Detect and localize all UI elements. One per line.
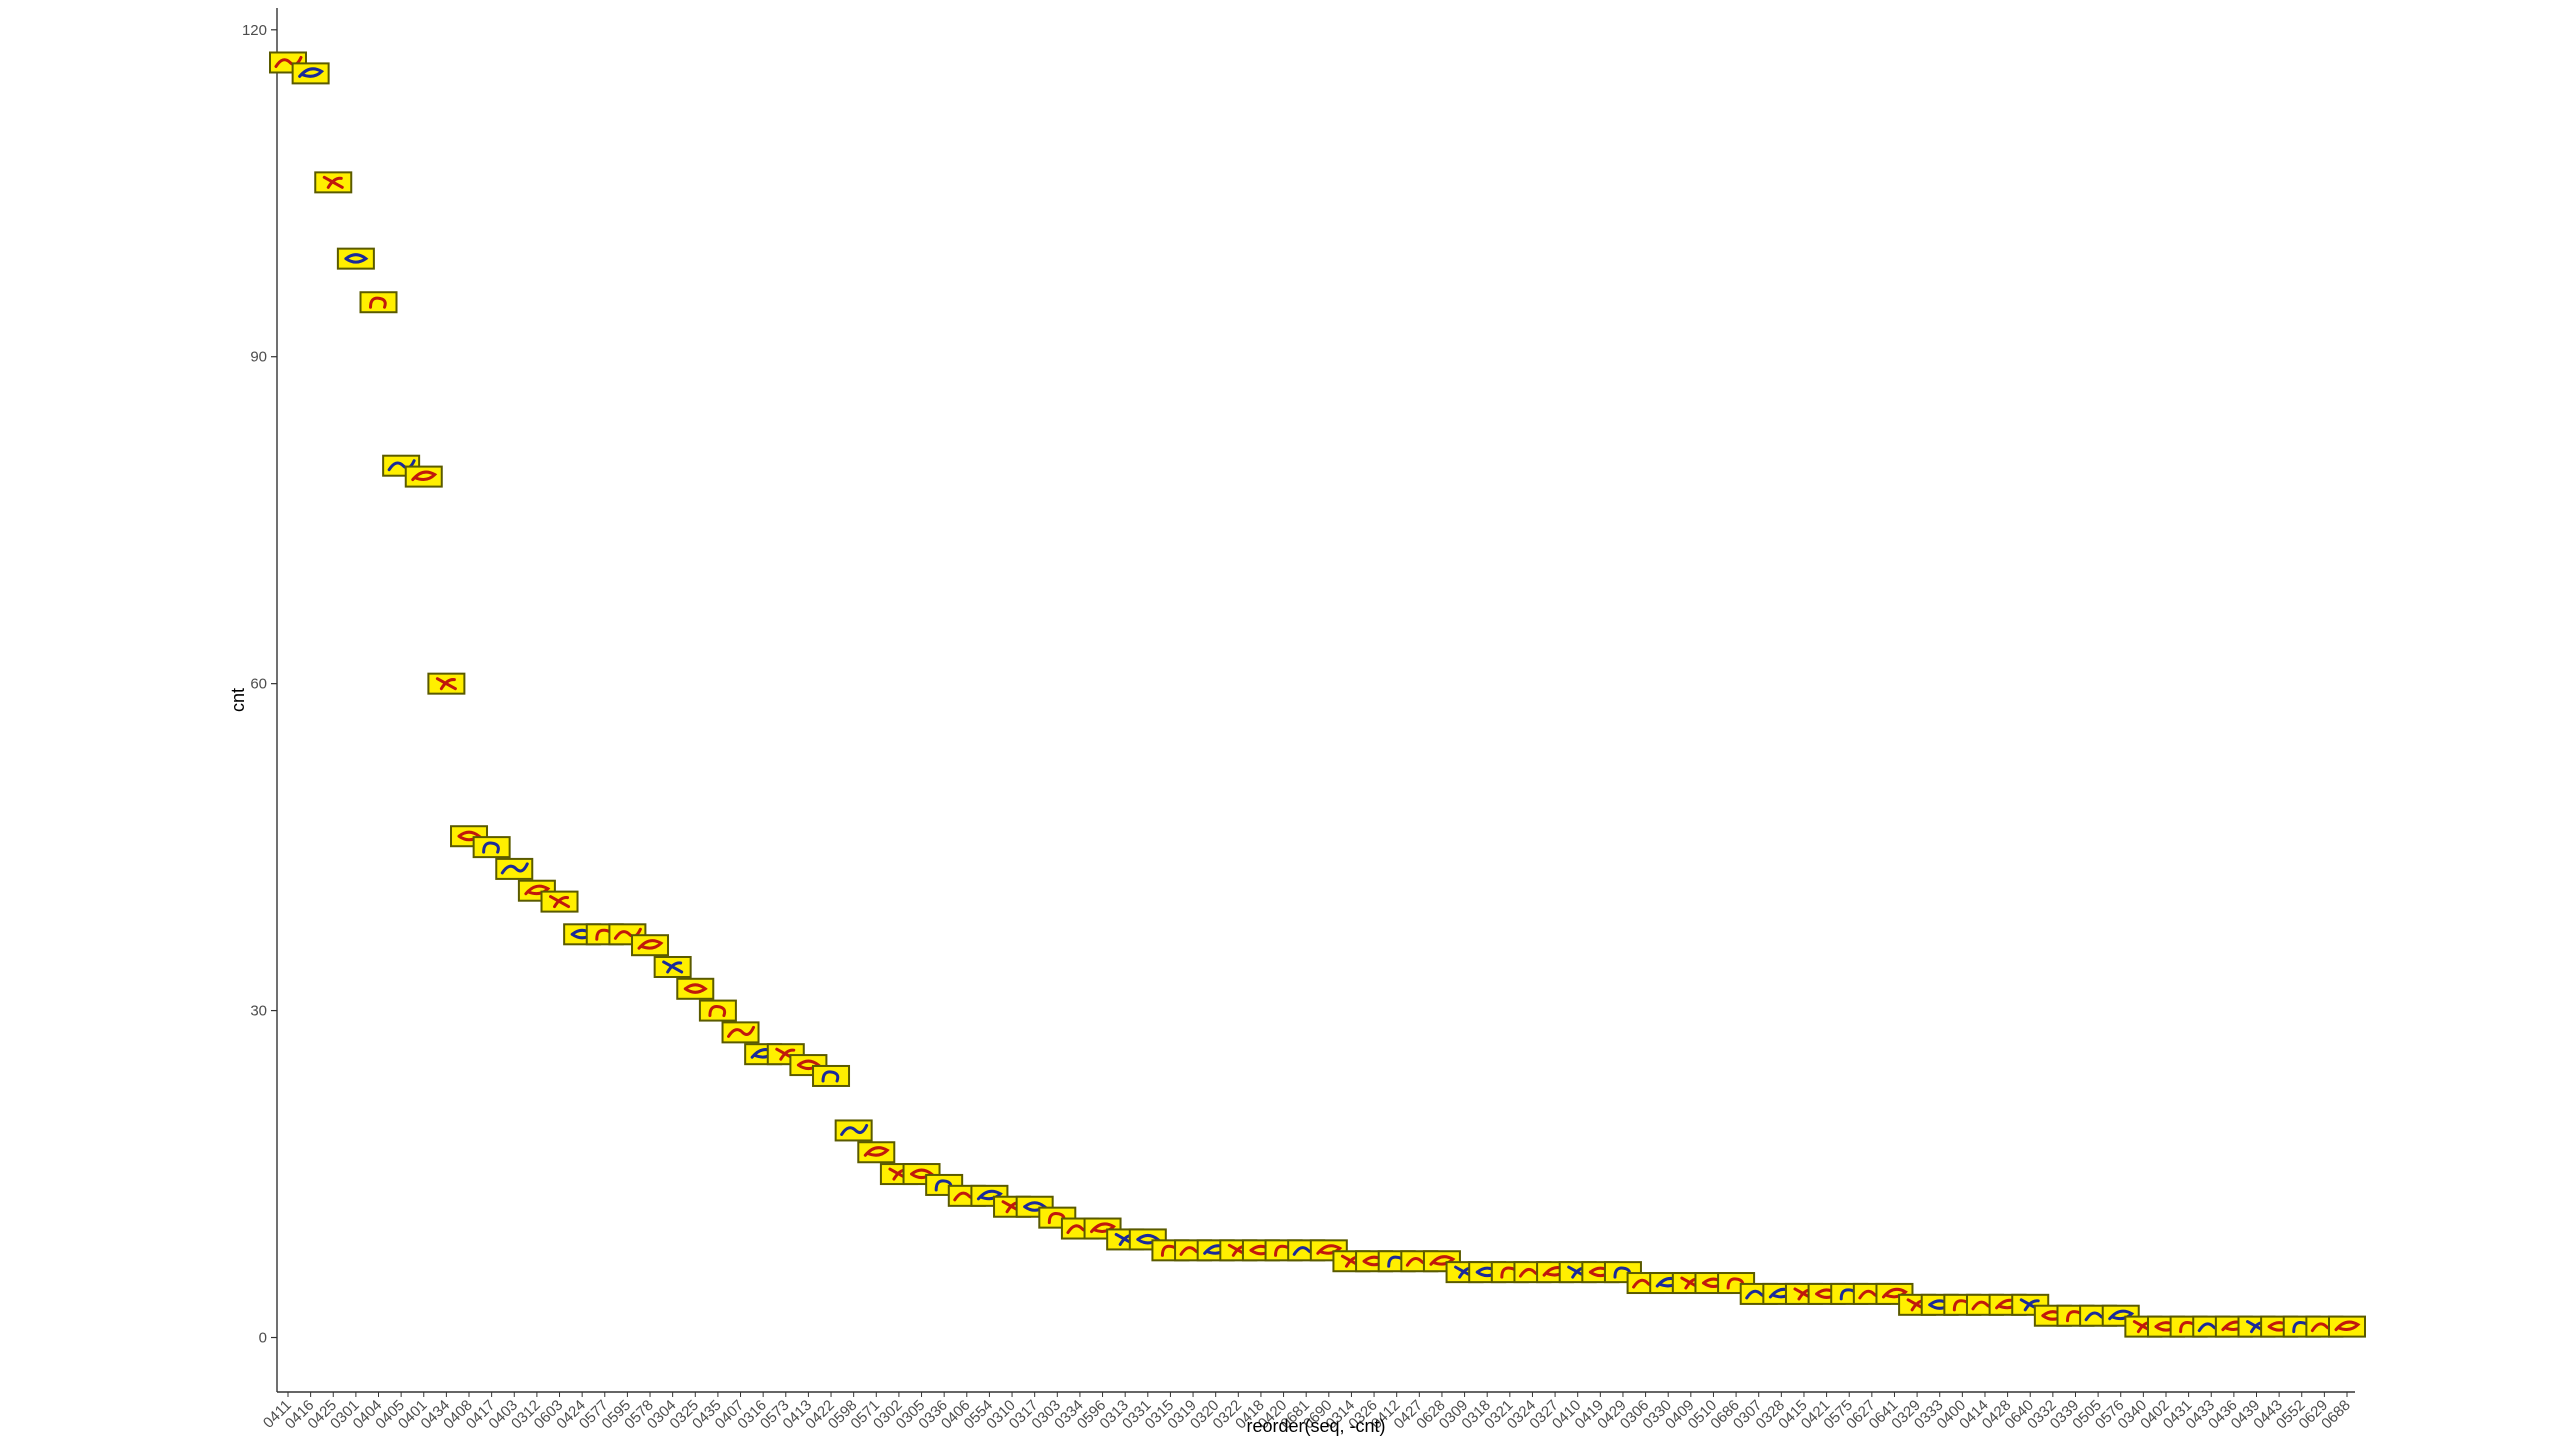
tile-background <box>2330 1317 2364 1336</box>
tile-background <box>406 467 441 486</box>
y-tick-label: 30 <box>250 1003 267 1020</box>
tile-glyph <box>524 884 551 896</box>
data-point-tile <box>2328 1315 2366 1338</box>
tile-glyph <box>482 841 500 854</box>
tile-glyph <box>821 1070 840 1083</box>
tile-glyph <box>840 1123 869 1136</box>
data-point-tile <box>359 291 398 314</box>
tile-background <box>361 293 396 312</box>
tile-glyph <box>435 677 457 691</box>
data-point-tile <box>404 465 443 488</box>
data-point-tile <box>495 857 534 880</box>
tile-glyph <box>637 939 664 950</box>
tile-background <box>859 1143 894 1162</box>
data-point-tile <box>653 955 692 978</box>
tile-glyph <box>344 253 369 264</box>
tile-glyph <box>2108 1309 2135 1321</box>
tile-glyph <box>549 895 571 909</box>
tile-background <box>678 979 713 998</box>
tile-glyph <box>411 470 438 482</box>
data-point-tile <box>857 1141 896 1164</box>
tile-background <box>293 64 328 83</box>
tile-glyph <box>662 960 684 974</box>
tile-glyph <box>863 1146 890 1157</box>
tile-glyph <box>369 296 387 309</box>
data-point-tile <box>540 890 579 913</box>
y-tick-label: 60 <box>250 676 267 693</box>
data-points <box>269 51 2366 1338</box>
data-point-tile <box>721 1021 760 1044</box>
tile-glyph <box>683 983 708 994</box>
data-point-tile <box>1422 1250 1461 1273</box>
data-point-tile <box>834 1119 873 1142</box>
tile-glyph <box>500 862 529 875</box>
data-point-tile <box>698 999 737 1022</box>
data-point-tile <box>314 171 353 194</box>
y-tick-label: 0 <box>259 1330 267 1347</box>
data-point-tile <box>631 934 670 957</box>
data-point-tile <box>472 836 511 859</box>
tile-glyph <box>1429 1255 1456 1266</box>
data-point-tile <box>427 672 466 695</box>
tile-glyph <box>1316 1244 1343 1255</box>
tile-glyph <box>298 67 325 78</box>
x-axis-ticks: 0411041604250301040404050401043404080417… <box>260 1392 2354 1432</box>
y-axis-title: cnt <box>228 688 248 712</box>
y-axis-ticks: 0 30 60 90 120 <box>242 22 277 1347</box>
tile-background <box>814 1066 849 1085</box>
x-axis-title: reorder(seq, -cnt) <box>1246 1416 1385 1436</box>
tile-glyph <box>976 1189 1003 1201</box>
tile-glyph <box>1881 1287 1908 1299</box>
tile-background <box>338 249 373 268</box>
y-tick-label: 90 <box>250 349 267 366</box>
data-point-tile <box>676 977 715 1000</box>
data-point-tile <box>336 247 375 270</box>
tile-background <box>633 936 668 955</box>
tile-background <box>700 1001 735 1020</box>
tile-background <box>474 838 509 857</box>
y-tick-label: 120 <box>242 22 267 39</box>
tile-glyph <box>2334 1320 2361 1332</box>
tile-glyph <box>727 1025 756 1038</box>
data-point-tile <box>812 1064 851 1087</box>
tile-glyph <box>708 1005 727 1018</box>
tile-glyph <box>1090 1222 1116 1234</box>
tile-glyph <box>322 175 344 189</box>
data-point-tile <box>291 62 330 85</box>
